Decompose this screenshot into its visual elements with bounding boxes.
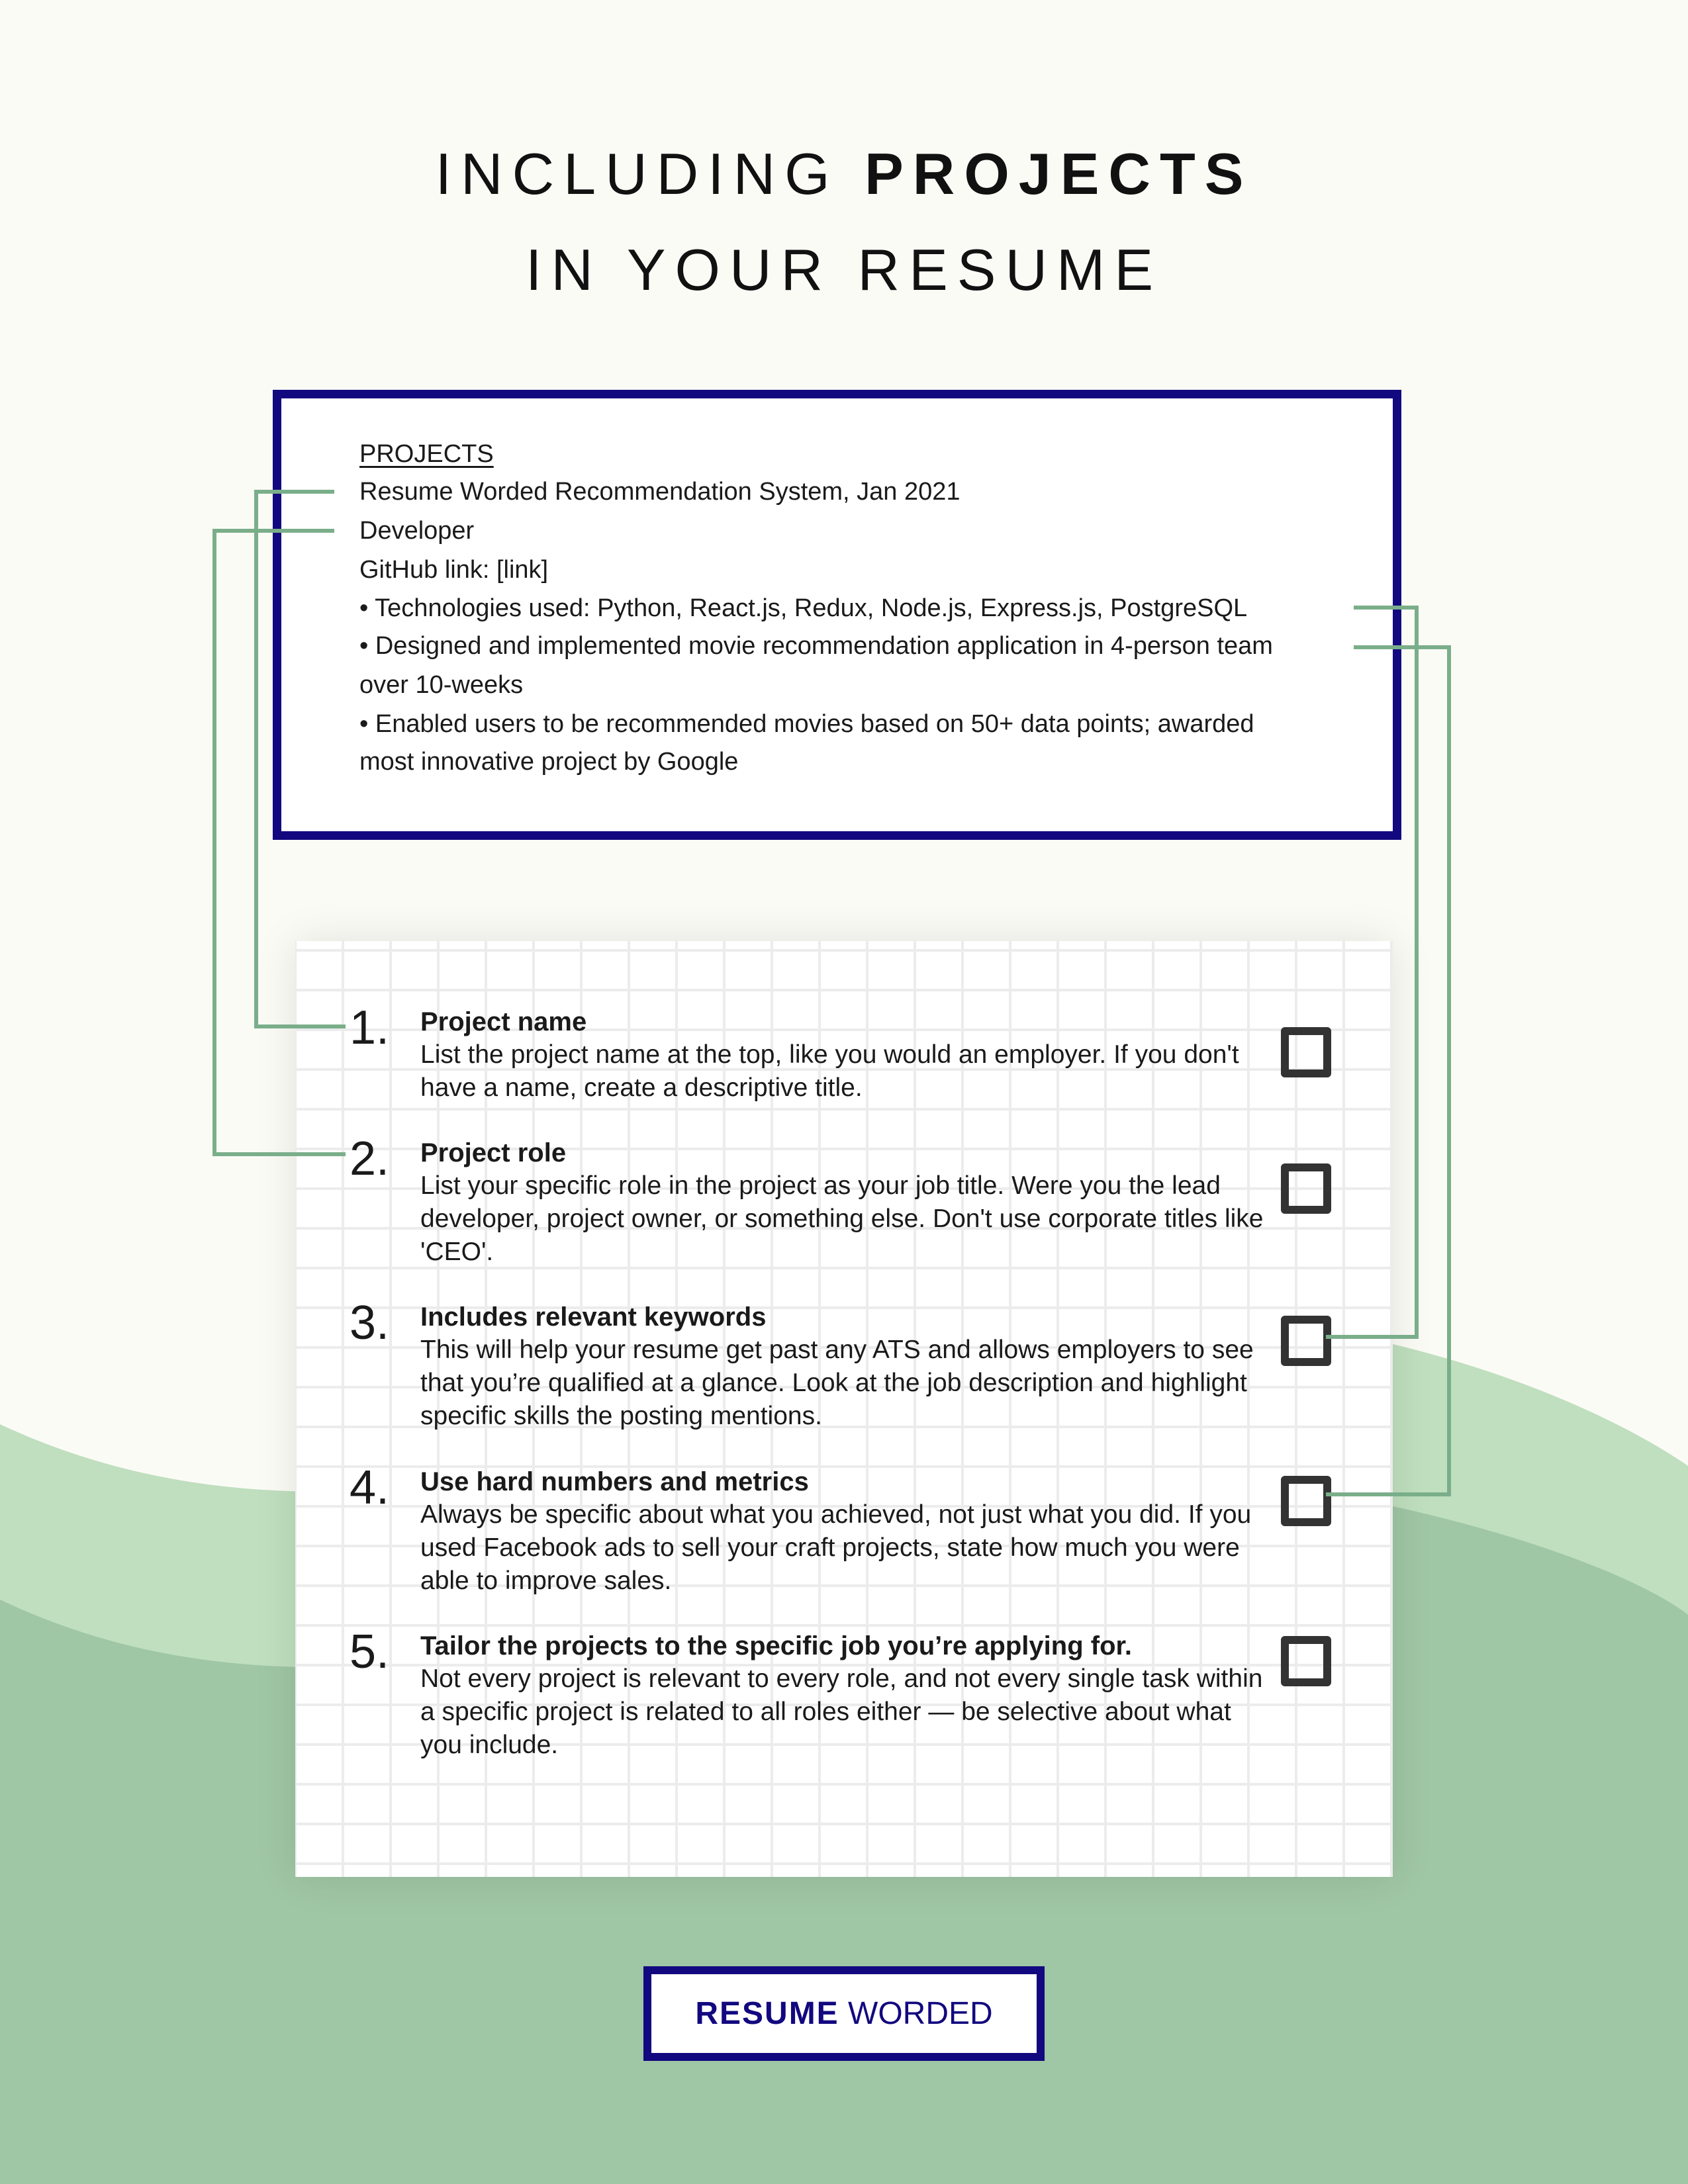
resume-line-github: GitHub link: [link]: [359, 556, 549, 584]
item-number: 4.: [350, 1461, 390, 1514]
resume-line-project-name: Resume Worded Recommendation System, Jan…: [359, 478, 961, 506]
resume-bullet-enabled: • Enabled users to be recommended movies…: [359, 710, 1254, 738]
page-title-line-1: INCLUDING PROJECTS: [0, 140, 1688, 208]
resume-bullet-technologies: • Technologies used: Python, React.js, R…: [359, 594, 1248, 622]
resume-section-heading: PROJECTS: [359, 440, 494, 468]
item-number: 3.: [350, 1297, 390, 1349]
item-body: Not every project is relevant to every r…: [420, 1664, 1263, 1759]
checkbox[interactable]: [1281, 1163, 1331, 1214]
checklist-card: [295, 941, 1393, 1877]
logo-light: WORDED: [839, 1996, 993, 2031]
resume-example-box: PROJECTS Resume Worded Recommendation Sy…: [273, 390, 1401, 840]
resume-bullet-enabled-cont: most innovative project by Google: [359, 748, 739, 776]
title-light: INCLUDING: [435, 141, 865, 206]
resume-line-role: Developer: [359, 517, 475, 545]
resume-worded-logo[interactable]: RESUME WORDED: [643, 1966, 1045, 2061]
checkbox[interactable]: [1281, 1476, 1331, 1526]
item-body: This will help your resume get past any …: [420, 1336, 1254, 1430]
item-heading: Use hard numbers and metrics: [420, 1467, 809, 1496]
item-heading: Includes relevant keywords: [420, 1302, 767, 1332]
logo-bold: RESUME: [695, 1996, 839, 2031]
title-bold: PROJECTS: [865, 141, 1253, 206]
item-number: 2.: [350, 1132, 390, 1185]
checkbox[interactable]: [1281, 1636, 1331, 1686]
checkbox[interactable]: [1281, 1316, 1331, 1366]
page-title-line-2: IN YOUR RESUME: [525, 237, 1163, 302]
item-number: 5.: [350, 1625, 390, 1678]
item-number: 1.: [350, 1001, 390, 1054]
resume-bullet-designed-cont: over 10-weeks: [359, 671, 524, 699]
item-heading: Tailor the projects to the specific job …: [420, 1631, 1132, 1661]
item-body: List your specific role in the project a…: [420, 1171, 1264, 1266]
item-body: List the project name at the top, like y…: [420, 1040, 1239, 1102]
checkbox[interactable]: [1281, 1027, 1331, 1077]
resume-bullet-designed: • Designed and implemented movie recomme…: [359, 632, 1273, 660]
item-heading: Project name: [420, 1007, 587, 1036]
item-body: Always be specific about what you achiev…: [420, 1500, 1252, 1595]
item-heading: Project role: [420, 1138, 567, 1167]
